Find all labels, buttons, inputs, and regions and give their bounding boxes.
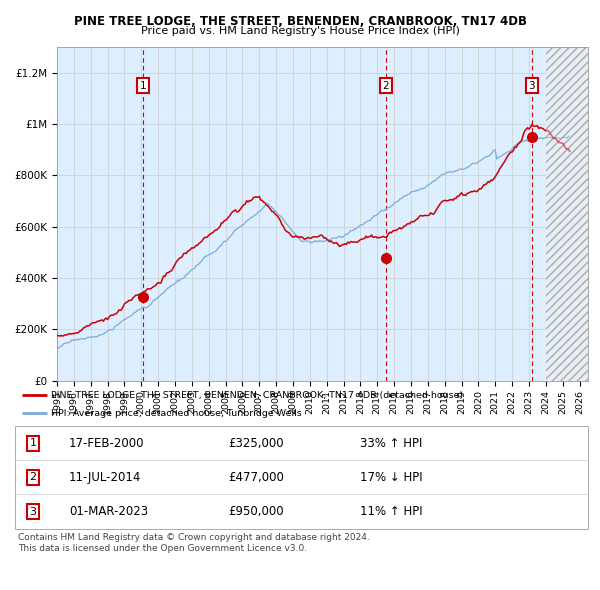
Text: 2: 2 [29, 473, 37, 482]
Bar [546, 47, 588, 381]
Text: 17-FEB-2000: 17-FEB-2000 [69, 437, 145, 450]
Text: 3: 3 [29, 507, 37, 516]
Text: £950,000: £950,000 [228, 505, 284, 518]
Text: 01-MAR-2023: 01-MAR-2023 [69, 505, 148, 518]
Text: 1: 1 [29, 438, 37, 448]
Text: £325,000: £325,000 [228, 437, 284, 450]
Text: Contains HM Land Registry data © Crown copyright and database right 2024.
This d: Contains HM Land Registry data © Crown c… [18, 533, 370, 553]
Text: 11-JUL-2014: 11-JUL-2014 [69, 471, 142, 484]
Text: HPI: Average price, detached house, Tunbridge Wells: HPI: Average price, detached house, Tunb… [51, 409, 302, 418]
Text: 2: 2 [383, 81, 389, 91]
Text: 17% ↓ HPI: 17% ↓ HPI [360, 471, 422, 484]
Text: PINE TREE LODGE, THE STREET, BENENDEN, CRANBROOK, TN17 4DB: PINE TREE LODGE, THE STREET, BENENDEN, C… [74, 15, 527, 28]
Text: 3: 3 [529, 81, 535, 91]
Text: Price paid vs. HM Land Registry's House Price Index (HPI): Price paid vs. HM Land Registry's House … [140, 26, 460, 36]
Text: 33% ↑ HPI: 33% ↑ HPI [360, 437, 422, 450]
Text: 1: 1 [140, 81, 147, 91]
Text: PINE TREE LODGE, THE STREET, BENENDEN, CRANBROOK, TN17 4DB (detached house): PINE TREE LODGE, THE STREET, BENENDEN, C… [51, 391, 463, 399]
Text: £477,000: £477,000 [228, 471, 284, 484]
Text: 11% ↑ HPI: 11% ↑ HPI [360, 505, 422, 518]
